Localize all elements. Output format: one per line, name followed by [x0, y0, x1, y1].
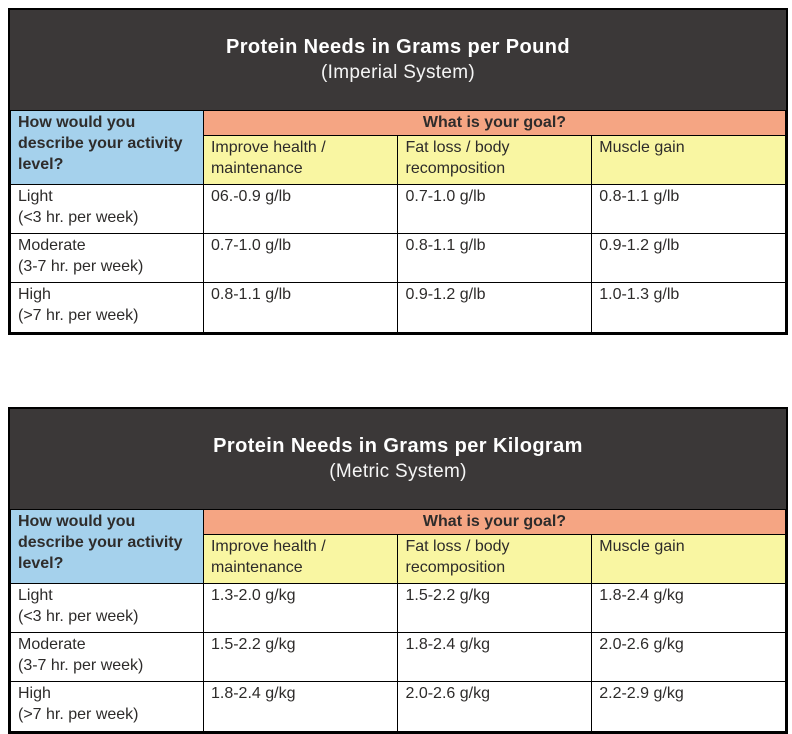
- metric-goal-column-maintenance: Improve health / maintenance: [202, 534, 399, 584]
- metric-activity-level-header: How would you describe your activity lev…: [10, 509, 204, 584]
- metric-title-bar: Protein Needs in Grams per Kilogram (Met…: [10, 409, 786, 509]
- metric-row-moderate: Moderate (3-7 hr. per week) 1.5-2.2 g/kg…: [10, 632, 786, 682]
- value-cell: 0.8-1.1 g/lb: [591, 184, 786, 234]
- value-cell: 0.8-1.1 g/lb: [202, 282, 399, 333]
- imperial-header-row: How would you describe your activity lev…: [10, 110, 787, 185]
- metric-table-title: Protein Needs in Grams per Kilogram: [213, 435, 583, 457]
- metric-goal-column-muscle-gain: Muscle gain: [591, 534, 786, 584]
- imperial-goal-header: What is your goal?: [202, 110, 787, 136]
- row-label: Light: [18, 587, 53, 604]
- row-label-cell: Light (<3 hr. per week): [10, 184, 204, 234]
- metric-table-subtitle: (Metric System): [329, 461, 467, 482]
- row-label-cell: High (>7 hr. per week): [10, 282, 204, 333]
- metric-header-row: How would you describe your activity lev…: [10, 509, 787, 584]
- imperial-table: How would you describe your activity lev…: [10, 110, 787, 333]
- value-cell: 1.5-2.2 g/kg: [202, 632, 399, 682]
- value-cell: 1.8-2.4 g/kg: [591, 583, 786, 633]
- imperial-activity-level-header: How would you describe your activity lev…: [10, 110, 204, 185]
- value-cell: 0.7-1.0 g/lb: [397, 184, 593, 234]
- metric-table: How would you describe your activity lev…: [10, 509, 787, 732]
- row-sublabel: (3-7 hr. per week): [18, 657, 144, 674]
- imperial-goal-column-fat-loss: Fat loss / body recomposition: [397, 135, 593, 185]
- tables-gap: [8, 335, 786, 407]
- value-cell: 1.3-2.0 g/kg: [202, 583, 399, 633]
- row-sublabel: (3-7 hr. per week): [18, 258, 144, 275]
- row-sublabel: (<3 hr. per week): [18, 608, 139, 625]
- row-label-cell: Moderate (3-7 hr. per week): [10, 632, 204, 682]
- row-sublabel: (>7 hr. per week): [18, 307, 139, 324]
- imperial-title-bar: Protein Needs in Grams per Pound (Imperi…: [10, 10, 786, 110]
- metric-table-card: Protein Needs in Grams per Kilogram (Met…: [8, 407, 788, 734]
- value-cell: 2.0-2.6 g/kg: [397, 681, 593, 732]
- value-cell: 2.2-2.9 g/kg: [591, 681, 786, 732]
- value-cell: 1.8-2.4 g/kg: [202, 681, 399, 732]
- row-label: Moderate: [18, 237, 86, 254]
- imperial-row-moderate: Moderate (3-7 hr. per week) 0.7-1.0 g/lb…: [10, 233, 786, 283]
- row-label-cell: High (>7 hr. per week): [10, 681, 204, 732]
- value-cell: 1.0-1.3 g/lb: [591, 282, 786, 333]
- imperial-goal-column-maintenance: Improve health / maintenance: [202, 135, 399, 185]
- value-cell: 06.-0.9 g/lb: [202, 184, 399, 234]
- row-label-cell: Moderate (3-7 hr. per week): [10, 233, 204, 283]
- value-cell: 0.9-1.2 g/lb: [591, 233, 786, 283]
- imperial-row-light: Light (<3 hr. per week) 06.-0.9 g/lb 0.7…: [10, 184, 786, 234]
- row-label: Moderate: [18, 636, 86, 653]
- metric-row-high: High (>7 hr. per week) 1.8-2.4 g/kg 2.0-…: [10, 681, 786, 732]
- row-sublabel: (<3 hr. per week): [18, 209, 139, 226]
- row-label-cell: Light (<3 hr. per week): [10, 583, 204, 633]
- metric-row-light: Light (<3 hr. per week) 1.3-2.0 g/kg 1.5…: [10, 583, 786, 633]
- imperial-row-high: High (>7 hr. per week) 0.8-1.1 g/lb 0.9-…: [10, 282, 786, 333]
- imperial-goal-column-muscle-gain: Muscle gain: [591, 135, 786, 185]
- imperial-table-subtitle: (Imperial System): [321, 62, 475, 83]
- value-cell: 1.5-2.2 g/kg: [397, 583, 593, 633]
- row-sublabel: (>7 hr. per week): [18, 706, 139, 723]
- imperial-table-title: Protein Needs in Grams per Pound: [226, 36, 570, 58]
- value-cell: 0.7-1.0 g/lb: [202, 233, 399, 283]
- value-cell: 0.8-1.1 g/lb: [397, 233, 593, 283]
- value-cell: 1.8-2.4 g/kg: [397, 632, 593, 682]
- row-label: High: [18, 685, 51, 702]
- value-cell: 0.9-1.2 g/lb: [397, 282, 593, 333]
- imperial-table-card: Protein Needs in Grams per Pound (Imperi…: [8, 8, 788, 335]
- metric-goal-columns-row: Improve health / maintenance Fat loss / …: [11, 534, 786, 584]
- imperial-goal-columns-row: Improve health / maintenance Fat loss / …: [11, 135, 786, 185]
- metric-goal-header: What is your goal?: [202, 509, 787, 535]
- value-cell: 2.0-2.6 g/kg: [591, 632, 786, 682]
- row-label: Light: [18, 188, 53, 205]
- metric-goal-column-fat-loss: Fat loss / body recomposition: [397, 534, 593, 584]
- row-label: High: [18, 286, 51, 303]
